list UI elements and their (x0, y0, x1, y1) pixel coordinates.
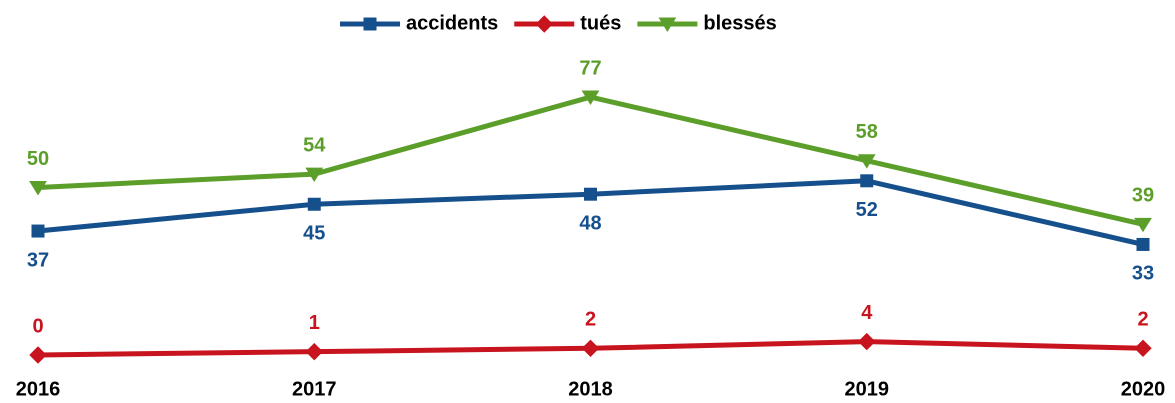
legend-marker (535, 15, 553, 33)
point-marker (29, 346, 47, 364)
legend-label: blessés (703, 12, 776, 34)
point-marker (857, 154, 876, 169)
data-label: 37 (27, 249, 49, 271)
point-marker (581, 339, 600, 358)
point-marker (31, 224, 45, 238)
x-tick-label: 2016 (16, 378, 61, 400)
point-marker (858, 332, 876, 351)
data-label: 1 (309, 312, 320, 334)
data-label: 52 (856, 199, 878, 221)
point-marker (307, 197, 321, 211)
point-marker (305, 342, 323, 361)
x-tick-label: 2019 (845, 378, 890, 400)
point-marker (305, 167, 324, 183)
point-marker (584, 187, 597, 201)
point-marker (29, 181, 47, 196)
data-label: 0 (32, 315, 43, 337)
point-marker (1134, 217, 1152, 233)
point-marker (1134, 339, 1152, 358)
data-label: 50 (27, 148, 49, 170)
legend: accidents tués blessés (340, 12, 777, 34)
data-label: 77 (579, 57, 601, 79)
point-marker (1136, 237, 1150, 251)
data-label: 45 (303, 223, 325, 245)
data-label: 4 (861, 302, 873, 324)
data-label: 39 (1132, 185, 1154, 207)
data-label: 2 (1137, 309, 1148, 331)
data-label: 2 (585, 309, 596, 331)
x-tick-label: 2018 (568, 378, 613, 400)
x-tick-label: 2020 (1121, 378, 1166, 400)
data-label: 48 (579, 212, 601, 234)
legend-label: tués (580, 12, 621, 34)
data-label: 58 (856, 121, 878, 143)
legend-marker (363, 17, 377, 31)
legend-marker (658, 17, 677, 32)
legend-label: accidents (406, 12, 498, 34)
data-label: 54 (303, 134, 326, 156)
data-label: 33 (1132, 263, 1154, 285)
point-marker (860, 174, 874, 188)
point-marker (581, 90, 600, 106)
x-tick-label: 2017 (292, 378, 337, 400)
